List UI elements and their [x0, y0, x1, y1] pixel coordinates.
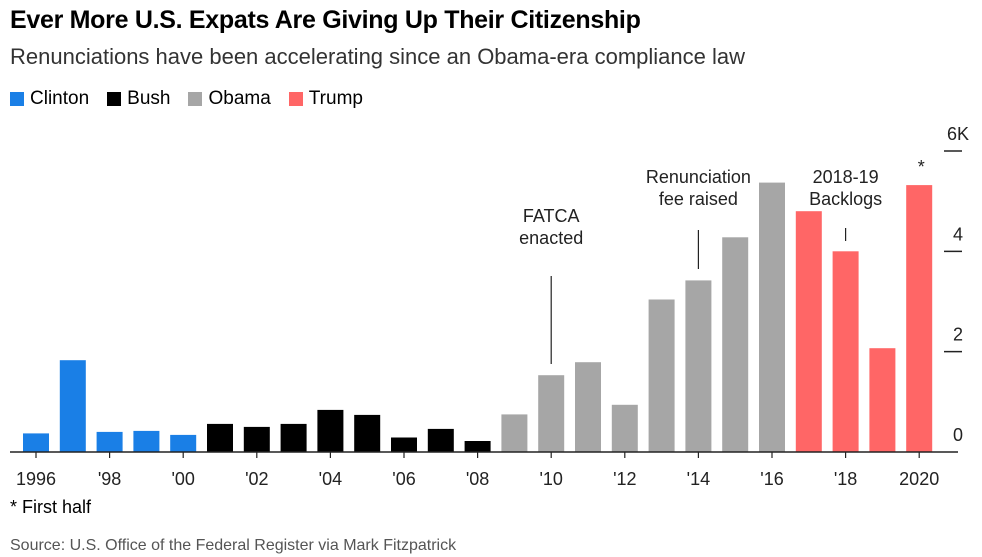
x-tick-label-2018: '18 — [834, 469, 857, 489]
legend-swatch-obama — [188, 92, 203, 106]
bar-2005 — [354, 414, 381, 452]
asterisk-marker-2020: * — [918, 157, 925, 177]
bar-2017 — [795, 211, 822, 452]
bar-1999 — [133, 430, 160, 452]
x-tick-label-2020: 2020 — [899, 469, 939, 489]
bar-2020 — [906, 185, 933, 452]
source-note: Source: U.S. Office of the Federal Regis… — [10, 537, 457, 554]
y-tick-label-0: 0 — [953, 425, 963, 445]
annotation-2010-line-2: enacted — [519, 228, 583, 248]
bar-2002 — [243, 426, 270, 452]
annotation-2014-line-2: fee raised — [659, 189, 738, 209]
bar-1996 — [23, 433, 49, 452]
x-tick-label-2012: '12 — [613, 469, 636, 489]
bar-2014 — [685, 280, 712, 452]
legend-item-bush: Bush — [107, 88, 170, 110]
bar-2009 — [501, 414, 528, 452]
x-tick-label-2016: '16 — [760, 469, 783, 489]
bar-2004 — [317, 409, 344, 452]
bar-1998 — [96, 431, 123, 452]
bar-1997 — [59, 360, 86, 452]
bar-2007 — [427, 428, 454, 452]
legend-swatch-bush — [107, 92, 122, 106]
legend-label-trump: Trump — [308, 88, 363, 109]
legend-swatch-clinton — [10, 92, 24, 106]
bar-2001 — [207, 423, 233, 452]
annotation-2018-line-1: 2018-19 — [813, 167, 879, 187]
legend-label-clinton: Clinton — [30, 88, 90, 109]
x-tick-label-2010: '10 — [539, 469, 562, 489]
x-tick-label-2000: '00 — [171, 469, 194, 489]
bar-2006 — [391, 437, 417, 452]
bar-2015 — [722, 237, 749, 452]
footnote: * First half — [10, 497, 92, 517]
chart-subtitle: Renunciations have been accelerating sin… — [10, 44, 745, 69]
x-tick-label-2002: '02 — [245, 469, 268, 489]
bar-2018 — [832, 251, 859, 452]
x-tick-label-2014: '14 — [687, 469, 710, 489]
x-tick-label-1996: 1996 — [16, 469, 56, 489]
legend-item-obama: Obama — [188, 88, 271, 110]
annotation-2018-line-2: Backlogs — [809, 189, 882, 209]
bar-2013 — [648, 299, 675, 452]
bar-2000 — [170, 434, 197, 452]
x-tick-label-1998: '98 — [98, 469, 121, 489]
legend-item-trump: Trump — [288, 88, 363, 110]
x-tick-label-2004: '04 — [319, 469, 342, 489]
y-tick-label-4000: 4 — [953, 224, 963, 244]
legend-item-clinton: Clinton — [10, 88, 89, 110]
bar-2011 — [575, 362, 601, 452]
legend-swatch-trump — [288, 92, 303, 106]
y-tick-label-2000: 2 — [953, 325, 963, 345]
x-tick-label-2008: '08 — [466, 469, 489, 489]
legend: Clinton Bush Obama Trump — [10, 88, 363, 110]
bar-2012 — [611, 404, 638, 452]
bar-2019 — [869, 348, 896, 452]
legend-label-bush: Bush — [127, 88, 171, 109]
bar-2008 — [464, 441, 491, 452]
annotation-2014-line-1: Renunciation — [646, 167, 751, 187]
x-tick-label-2006: '06 — [392, 469, 415, 489]
chart-title: Ever More U.S. Expats Are Giving Up Thei… — [10, 6, 641, 34]
bar-2016 — [759, 182, 785, 452]
annotation-2010-line-1: FATCA — [523, 206, 580, 226]
y-tick-label-6000: 6K — [947, 124, 969, 144]
bar-2003 — [280, 423, 307, 452]
legend-label-obama: Obama — [208, 88, 271, 109]
bar-2010 — [538, 375, 565, 452]
